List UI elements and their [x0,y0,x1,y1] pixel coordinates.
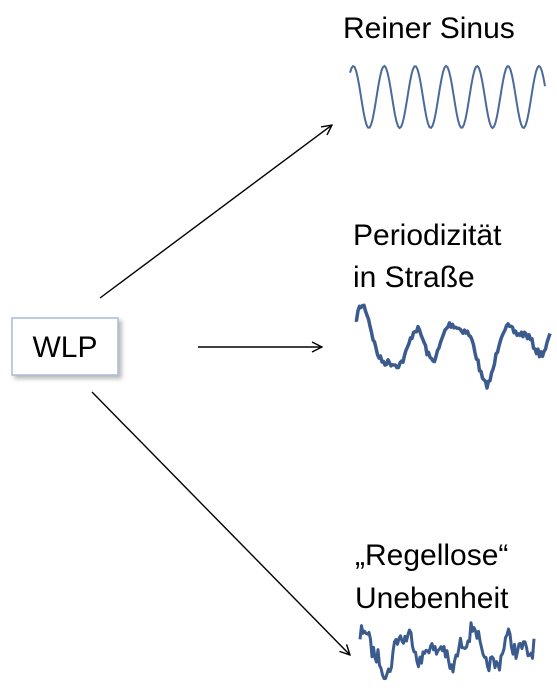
random-wave [358,621,536,681]
sine-wave [349,64,546,130]
source-label: WLP [32,331,97,364]
output-label: Reiner Sinus [343,12,515,45]
source-box [11,317,119,376]
output-label: Unebenheit [355,582,509,615]
output-label: in Straße [353,261,475,294]
output-label: Periodizität [353,219,502,252]
arrow [99,125,332,299]
arrow [91,391,350,655]
periodic-wave [354,303,552,390]
output-label: „Regellose“ [355,539,508,572]
